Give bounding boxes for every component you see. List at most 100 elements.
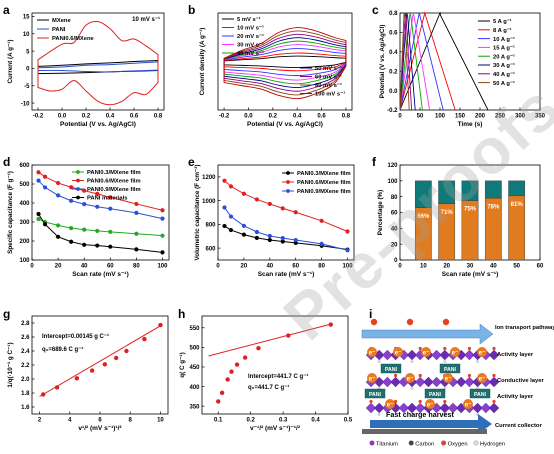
electron-sphere — [425, 399, 435, 409]
legend-label: 20 mV s⁻¹ — [237, 33, 264, 40]
data-point — [36, 170, 41, 175]
data-point — [108, 206, 113, 211]
scan-rate-annotation: 10 mV s⁻¹ — [132, 16, 160, 23]
plot-frame — [217, 12, 353, 111]
panel-a: -0.2 0.0 0.2 0.4 0.6 0.8 -10 -5 0 5 10 15 Potential … — [3, 3, 165, 128]
data-point — [108, 195, 113, 200]
x-tick-label: 250 — [495, 114, 506, 120]
x-tick-label: -0.2 — [219, 114, 230, 120]
data-point — [95, 204, 100, 209]
ion-transport-arrow — [361, 323, 494, 345]
data-point — [228, 184, 234, 189]
atom-layer-cell — [488, 402, 500, 414]
legend-label: PANI0.3/MXene film — [87, 170, 141, 176]
y-tick-label: 600 — [205, 246, 216, 252]
pani-label: PANI — [369, 392, 382, 398]
data-point — [134, 247, 139, 252]
data-point — [280, 236, 285, 241]
y-tick-label: -0.2 — [387, 108, 398, 114]
y-tick-label: 2.8 — [21, 321, 30, 327]
y-tick-label: 1.6 — [21, 405, 30, 411]
legend-marker — [286, 180, 290, 184]
x-axis-label: v⁻¹/² (mV s⁻¹)⁻¹/² — [250, 425, 301, 432]
y-tick-label: 80 — [391, 195, 398, 201]
data-point — [254, 229, 259, 235]
legend-label: MXene — [52, 18, 71, 24]
x-tick-label: 20 — [55, 264, 62, 270]
charge-harvest-arrow — [370, 414, 492, 434]
x-tick-label: 0 — [216, 264, 220, 270]
atom-legend-label: Carbon — [415, 441, 434, 447]
pani-label: PANI — [444, 367, 457, 373]
electron-sphere — [477, 347, 487, 357]
data-point — [225, 377, 230, 382]
y-tick-label: 1200 — [202, 175, 216, 181]
panel-d: 0 20 40 60 80 100 100 200 300 400 500 600 Scan rate … — [3, 155, 170, 278]
panel-letter-h: h — [178, 307, 185, 321]
y-axis-label: 1/q(·10⁻³ g C⁻¹) — [7, 342, 14, 387]
panel-e: 0 20 40 60 80 100 600 800 1000 1200 Scan rate (mV … — [188, 155, 355, 278]
data-point — [158, 322, 163, 328]
data-point — [36, 216, 41, 222]
hydrogen-atom — [410, 387, 414, 390]
hydrogen-atom — [377, 360, 381, 363]
y-tick-label: 1000 — [202, 199, 216, 205]
panel-c: 0 50 100 150 200 250 300 350 -0.2 0.0 0.2 0.4 0.6 0.8… — [372, 3, 546, 128]
legend-label: 60 mV s⁻¹ — [315, 74, 342, 81]
y-tick-label: 2.4 — [21, 349, 30, 355]
x-axis-label: Scan rate (mV s⁻¹) — [442, 271, 499, 278]
electron-label: e⁻ — [369, 376, 376, 382]
y-tick-label: 500 — [189, 346, 200, 352]
data-point — [102, 362, 108, 367]
data-point — [222, 178, 227, 183]
x-axis-label: Potential (V vs. Ag/AgCl) — [60, 121, 136, 128]
cv-curve — [37, 20, 159, 106]
x-tick-label: 0.0 — [58, 114, 67, 120]
panel-letter-c: c — [372, 3, 379, 17]
data-point — [319, 241, 324, 246]
q0-annotation: q₀=689.6 C g⁻¹ — [42, 346, 83, 353]
gcd-curve — [399, 12, 444, 111]
y-tick-label: 0.2 — [389, 69, 398, 75]
oxygen-atom — [394, 399, 398, 404]
layer-label-activity-top: Activity layer — [497, 352, 534, 358]
x-axis-label: Potential (V vs. Ag/AgCl) — [247, 121, 323, 128]
top-label: Ion transport pathway — [495, 325, 554, 331]
data-point — [42, 185, 48, 190]
data-point — [69, 198, 74, 203]
electron-label: e⁻ — [427, 402, 434, 408]
series-line — [38, 218, 163, 237]
legend-label: 100 mV s⁻¹ — [315, 91, 345, 98]
x-tick-label: 0.4 — [293, 114, 302, 120]
data-point — [55, 193, 61, 198]
legend-label: 40 A g⁻¹ — [493, 71, 515, 78]
legend-label: PANI0.9/MXene film — [87, 187, 141, 193]
x-tick-label: 40 — [266, 264, 273, 270]
hydrogen-atom — [476, 360, 480, 363]
data-point — [134, 201, 139, 207]
pani-node — [439, 363, 461, 374]
atom-legend-dot — [369, 440, 375, 446]
legend-label: 30 mV s⁻¹ — [237, 42, 264, 49]
oxygen-atom — [418, 399, 422, 404]
legend-label: PANI0.6/MXene — [52, 36, 95, 42]
panel-letter-a: a — [3, 3, 10, 17]
oxygen-atom — [492, 399, 496, 404]
x-tick-label: 40 — [81, 264, 88, 270]
cv-curve — [223, 27, 347, 100]
x-tick-label: 10 — [157, 418, 164, 424]
data-point — [36, 211, 41, 217]
electron-label: e⁻ — [407, 376, 414, 382]
bottom-label: Current collector — [495, 423, 542, 429]
data-point — [267, 237, 272, 243]
panel-b: -0.2 0.0 0.2 0.4 0.6 0.8 Potential (V vs. Ag/A… — [188, 3, 353, 128]
plot-frame — [31, 164, 170, 261]
x-tick-label: 300 — [515, 114, 526, 120]
data-point — [228, 227, 234, 233]
legend-label: PANI materials — [87, 196, 128, 202]
data-point — [40, 392, 46, 397]
data-point — [134, 231, 139, 236]
layer-label-activity-bottom: Activity layer — [497, 394, 534, 400]
x-tick-label: 0.0 — [244, 114, 253, 120]
